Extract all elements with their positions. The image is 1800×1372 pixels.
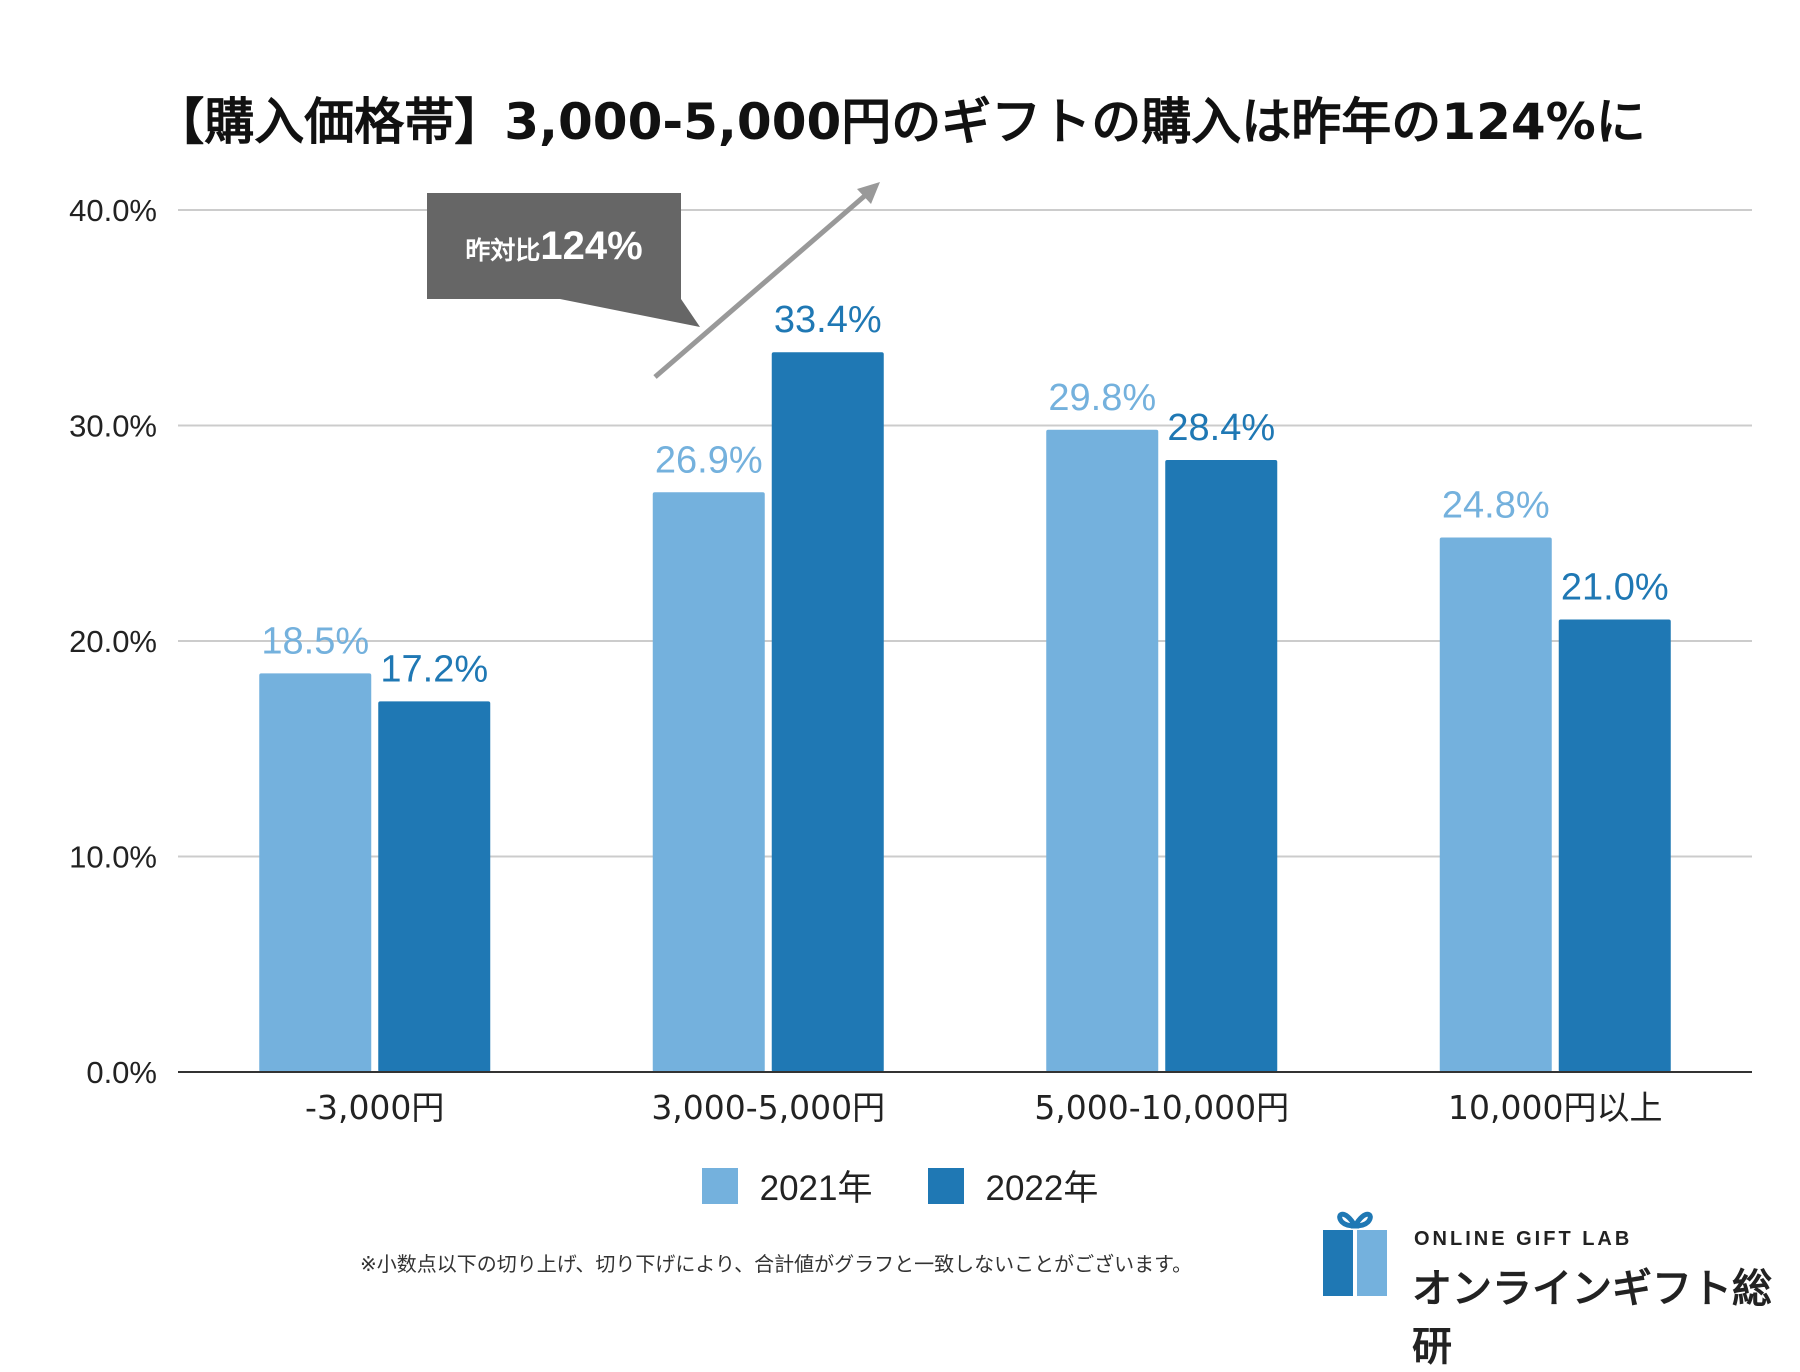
- x-category-label: 3,000-5,000円: [651, 1088, 885, 1127]
- yoy-callout: 昨対比 124%: [427, 193, 681, 299]
- bar-2021年: [652, 492, 765, 1072]
- logo-text-jp: オンラインギフト総研: [1412, 1266, 1772, 1370]
- callout-prefix: 昨対比: [465, 236, 541, 265]
- data-label: 33.4%: [774, 299, 882, 341]
- bar-2022年: [1558, 619, 1671, 1072]
- bar-2021年: [1439, 537, 1552, 1072]
- x-category-label: 5,000-10,000円: [1034, 1088, 1289, 1127]
- bars: [259, 352, 1671, 1073]
- callout-pointer: [560, 299, 700, 327]
- y-tick-label: 20.0%: [69, 624, 157, 659]
- y-tick-label: 40.0%: [69, 193, 157, 228]
- bar-2022年: [378, 701, 491, 1072]
- data-label: 28.4%: [1167, 407, 1275, 449]
- legend-swatch-2022: [927, 1167, 964, 1204]
- legend-item-2021: 2021年: [701, 1160, 873, 1211]
- value-labels: 18.5% 17.2% 26.9% 33.4% 29.8% 28.4% 24.8% 21.0%: [261, 299, 1668, 690]
- data-label: 18.5%: [261, 620, 369, 662]
- legend-item-2022: 2022年: [927, 1160, 1099, 1211]
- legend-swatch-2021: [701, 1167, 738, 1204]
- x-category-label: -3,000円: [305, 1088, 444, 1127]
- data-label: 24.8%: [1442, 485, 1550, 527]
- bar-2021年: [259, 673, 372, 1072]
- logo: ONLINE GIFT LAB オンラインギフト総研: [1318, 1200, 1788, 1370]
- legend: 2021年 2022年: [0, 1160, 1800, 1211]
- x-category-label: 10,000円以上: [1448, 1088, 1662, 1127]
- callout-value: 124%: [540, 223, 643, 268]
- bar-2021年: [1046, 429, 1159, 1072]
- data-label: 17.2%: [380, 648, 488, 690]
- y-tick-label: 0.0%: [86, 1055, 157, 1090]
- legend-label-2021: 2021年: [759, 1169, 873, 1208]
- trend-arrow-line: [653, 191, 870, 379]
- y-tick-label: 10.0%: [69, 840, 157, 875]
- bar-2022年: [771, 352, 884, 1073]
- gift-icon: [1323, 1211, 1387, 1296]
- data-label: 26.9%: [655, 439, 763, 481]
- chart-title: 【購入価格帯】3,000-5,000円のギフトの購入は昨年の124%に: [154, 93, 1646, 151]
- footnote: ※小数点以下の切り上げ、切り下げにより、合計値がグラフと一致しないことがございま…: [360, 1252, 1193, 1276]
- y-tick-label: 30.0%: [69, 409, 157, 444]
- data-label: 29.8%: [1048, 377, 1156, 419]
- logo-text-en: ONLINE GIFT LAB: [1414, 1228, 1633, 1250]
- legend-label-2022: 2022年: [985, 1169, 1099, 1208]
- trend-arrow: [560, 182, 880, 379]
- data-label: 21.0%: [1561, 566, 1669, 608]
- bar-chart: 18.5% 17.2% 26.9% 33.4% 29.8% 28.4% 24.8% 21.0%…: [69, 182, 1752, 1127]
- trend-arrow-head: [857, 182, 880, 204]
- bar-2022年: [1165, 459, 1278, 1073]
- axes: 0.0% 10.0% 20.0% 30.0% 40.0% -3,000円 3,000-5,0…: [69, 193, 1752, 1127]
